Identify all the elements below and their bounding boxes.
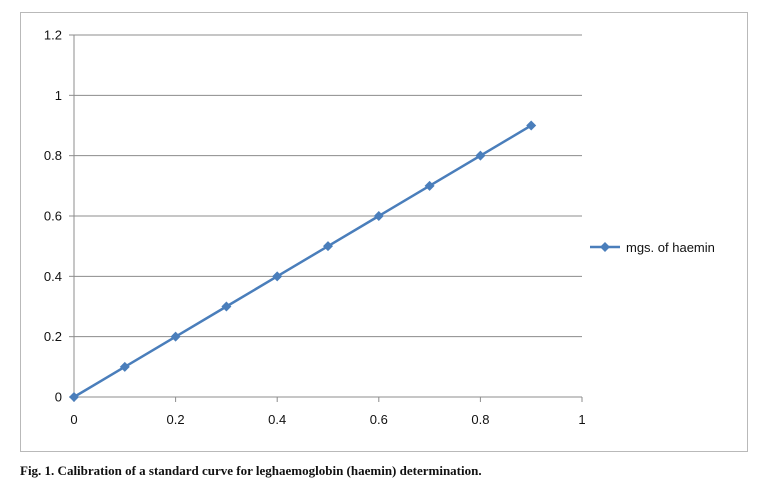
y-tick-label: 0 <box>55 390 62 405</box>
legend: mgs. of haemin <box>590 240 715 255</box>
data-point-marker <box>170 331 181 342</box>
y-tick-label: 0.6 <box>44 209 62 224</box>
y-tick-label: 1.2 <box>44 28 62 43</box>
x-tick-label: 1 <box>578 412 585 427</box>
x-tick-label: 0.4 <box>268 412 286 427</box>
x-tick-label: 0.6 <box>370 412 388 427</box>
legend-label: mgs. of haemin <box>626 240 715 255</box>
data-point-marker <box>526 120 537 131</box>
tick-label-layer: 0 0.2 0.4 0.6 0.8 1 1.2 0 0.2 0.4 0.6 0.8 1 <box>44 28 586 428</box>
grid-layer <box>74 34 582 338</box>
data-point-marker <box>119 361 130 372</box>
x-tick-label: 0 <box>70 412 77 427</box>
y-tick-label: 1 <box>55 88 62 103</box>
x-tick-label: 0.8 <box>471 412 489 427</box>
data-point-marker <box>323 241 333 252</box>
chart-frame <box>20 12 748 452</box>
data-point-marker <box>69 392 79 402</box>
x-tick-label: 0.2 <box>167 412 185 427</box>
series-layer <box>69 120 537 402</box>
data-point-marker <box>221 301 232 312</box>
figure-caption: Fig. 1. Calibration of a standard curve … <box>20 463 482 478</box>
y-tick-label: 0.2 <box>44 329 62 344</box>
data-point-marker <box>373 211 384 221</box>
series-line <box>73 124 532 399</box>
data-point-marker <box>475 150 486 161</box>
y-tick-label: 0.4 <box>44 269 62 284</box>
y-tick-label: 0.8 <box>44 148 62 163</box>
data-point-marker <box>272 271 283 282</box>
legend-marker-swatch <box>600 242 610 252</box>
data-point-marker <box>424 180 435 191</box>
axis-layer <box>69 34 583 402</box>
